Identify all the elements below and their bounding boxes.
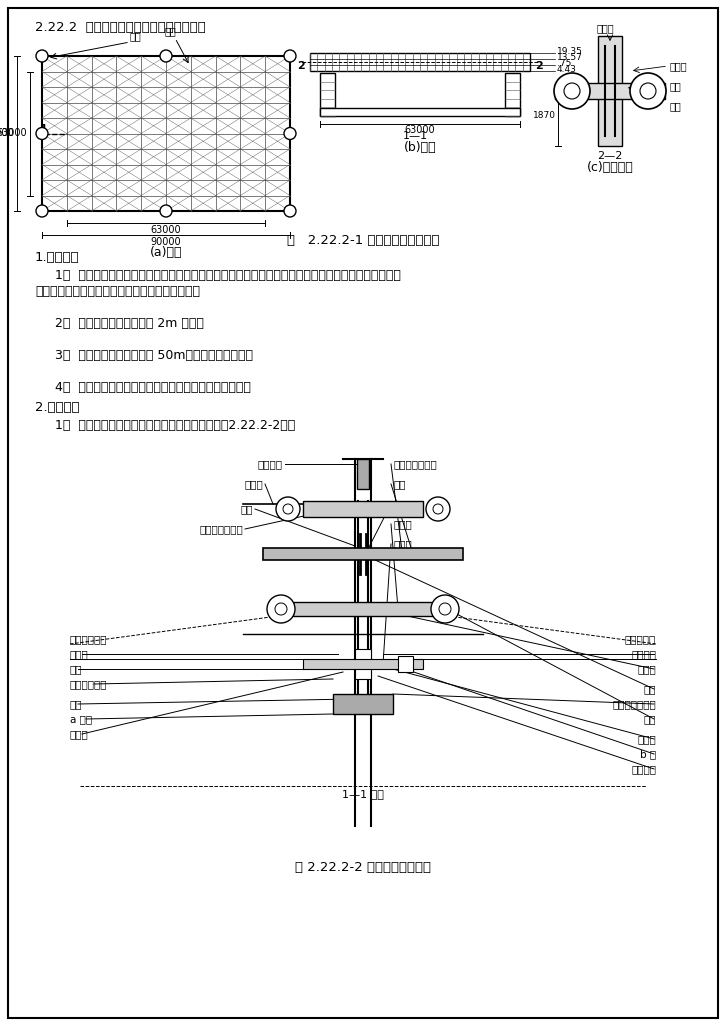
- Bar: [357, 459, 369, 489]
- Text: 2: 2: [297, 61, 305, 71]
- Text: 63000: 63000: [404, 125, 436, 135]
- Text: 牛腿: 牛腿: [670, 101, 682, 111]
- Text: 3）  拼装时，网架中部起拱 50m，支座处未做处理。: 3） 拼装时，网架中部起拱 50m，支座处未做处理。: [55, 349, 253, 362]
- Text: 螺杆: 螺杆: [240, 504, 253, 514]
- Text: 2）  地面上拼装墩的高度是 2m 左右。: 2） 地面上拼装墩的高度是 2m 左右。: [55, 317, 204, 330]
- Bar: [355, 649, 371, 679]
- Text: (a)平面: (a)平面: [150, 246, 182, 259]
- Bar: [293, 602, 433, 616]
- Text: 1）  就地进行大拼，拼成整个网架，拼装平面位置就是网架在水平面上的正投影位置。高度由拼成后网: 1） 就地进行大拼，拼成整个网架，拼装平面位置就是网架在水平面上的正投影位置。高…: [55, 269, 401, 282]
- Circle shape: [276, 497, 300, 521]
- Text: 1）  顶升时，一个支柱处各部位的结构组装见图（2.22.2-2）。: 1） 顶升时，一个支柱处各部位的结构组装见图（2.22.2-2）。: [55, 419, 295, 432]
- Text: 自重油缸: 自重油缸: [631, 649, 656, 659]
- Bar: [598, 36, 622, 146]
- Circle shape: [36, 50, 48, 62]
- Circle shape: [554, 73, 590, 109]
- Bar: [303, 659, 423, 669]
- Text: 横梁处平面: 横梁处平面: [625, 634, 656, 644]
- Bar: [320, 73, 335, 116]
- Text: 下小梁: 下小梁: [637, 734, 656, 744]
- Text: 90000: 90000: [0, 128, 14, 139]
- Bar: [303, 501, 423, 517]
- Text: a 螺杆: a 螺杆: [70, 714, 92, 724]
- Bar: [333, 694, 393, 714]
- Text: 2—2: 2—2: [597, 151, 623, 161]
- Text: 导轨板: 导轨板: [596, 23, 613, 33]
- Circle shape: [160, 205, 172, 218]
- Text: 自重油缸: 自重油缸: [258, 459, 283, 469]
- Text: 图   2.22.2-1 四支点网架整体顶升: 图 2.22.2-1 四支点网架整体顶升: [287, 234, 439, 247]
- Bar: [263, 548, 463, 560]
- Text: 十字架悬臂架: 十字架悬臂架: [70, 679, 107, 689]
- Text: 对销螺杆: 对销螺杆: [631, 764, 656, 774]
- Text: 13.57: 13.57: [557, 53, 583, 63]
- Text: 下横梁的悬臂架: 下横梁的悬臂架: [612, 699, 656, 709]
- Circle shape: [426, 497, 450, 521]
- Circle shape: [284, 127, 296, 140]
- Text: 上小梁: 上小梁: [393, 539, 412, 549]
- Text: 4.43: 4.43: [557, 66, 577, 75]
- Text: 1—1: 1—1: [402, 131, 428, 141]
- Text: 主梁: 主梁: [393, 479, 406, 489]
- Text: 柱子: 柱子: [130, 31, 142, 41]
- Text: 管柱: 管柱: [70, 664, 83, 674]
- Text: 对顶螺杆: 对顶螺杆: [393, 499, 418, 509]
- Circle shape: [284, 205, 296, 218]
- Text: 主顶: 主顶: [643, 684, 656, 694]
- Text: 4）  网架拼成后，即按要求将围护结构及设备安装上去。: 4） 网架拼成后，即按要求将围护结构及设备安装上去。: [55, 381, 251, 394]
- Circle shape: [36, 205, 48, 218]
- Text: 十字架的悬臂架: 十字架的悬臂架: [199, 524, 243, 534]
- Text: 导轨板: 导轨板: [70, 649, 89, 659]
- Circle shape: [630, 73, 666, 109]
- Text: 2.22.2  操作工艺（四支点网架整体顶升）: 2.22.2 操作工艺（四支点网架整体顶升）: [35, 21, 205, 34]
- Text: 90000: 90000: [151, 237, 182, 247]
- Circle shape: [284, 50, 296, 62]
- Text: 63000: 63000: [0, 128, 27, 139]
- Bar: [555, 83, 665, 98]
- Bar: [398, 656, 413, 672]
- Text: 下小梁: 下小梁: [244, 479, 263, 489]
- Bar: [505, 73, 520, 116]
- Text: 变轴: 变轴: [70, 699, 83, 709]
- Text: 2: 2: [535, 61, 543, 71]
- Text: 十字架处平面: 十字架处平面: [70, 634, 107, 644]
- Circle shape: [267, 595, 295, 623]
- Text: 滚轴: 滚轴: [643, 714, 656, 724]
- Text: 1—1 断面: 1—1 断面: [342, 789, 384, 799]
- Text: 1: 1: [40, 123, 48, 133]
- Text: 19.35: 19.35: [557, 47, 583, 56]
- Text: 下横梁: 下横梁: [637, 664, 656, 674]
- Circle shape: [431, 595, 459, 623]
- Text: 网架: 网架: [165, 26, 176, 36]
- Text: 下横梁: 下横梁: [393, 519, 412, 529]
- Text: b 垫: b 垫: [640, 749, 656, 759]
- Text: 1870: 1870: [533, 112, 556, 120]
- Text: 下横梁的悬臂架: 下横梁的悬臂架: [393, 459, 437, 469]
- Circle shape: [160, 50, 172, 62]
- Text: 图 2.22.2-2 网架顶升组装示意: 图 2.22.2-2 网架顶升组装示意: [295, 861, 431, 874]
- Text: 2.顶升设备: 2.顶升设备: [35, 401, 80, 415]
- Circle shape: [36, 127, 48, 140]
- Bar: [310, 53, 530, 71]
- Text: (b)剖面: (b)剖面: [404, 141, 436, 154]
- Bar: [320, 108, 520, 116]
- Text: 63000: 63000: [151, 225, 182, 235]
- Text: 上小架: 上小架: [70, 729, 89, 739]
- Text: 架支承在搁置于第一级牛腿的小梁上的条件确定。: 架支承在搁置于第一级牛腿的小梁上的条件确定。: [35, 285, 200, 298]
- Text: .75: .75: [557, 60, 571, 69]
- Text: 1.网架拼装: 1.网架拼装: [35, 251, 80, 264]
- Text: 缀条: 缀条: [670, 81, 682, 91]
- Text: 钢柱肢: 钢柱肢: [670, 61, 688, 71]
- Text: (c)牛腿设置: (c)牛腿设置: [587, 161, 633, 174]
